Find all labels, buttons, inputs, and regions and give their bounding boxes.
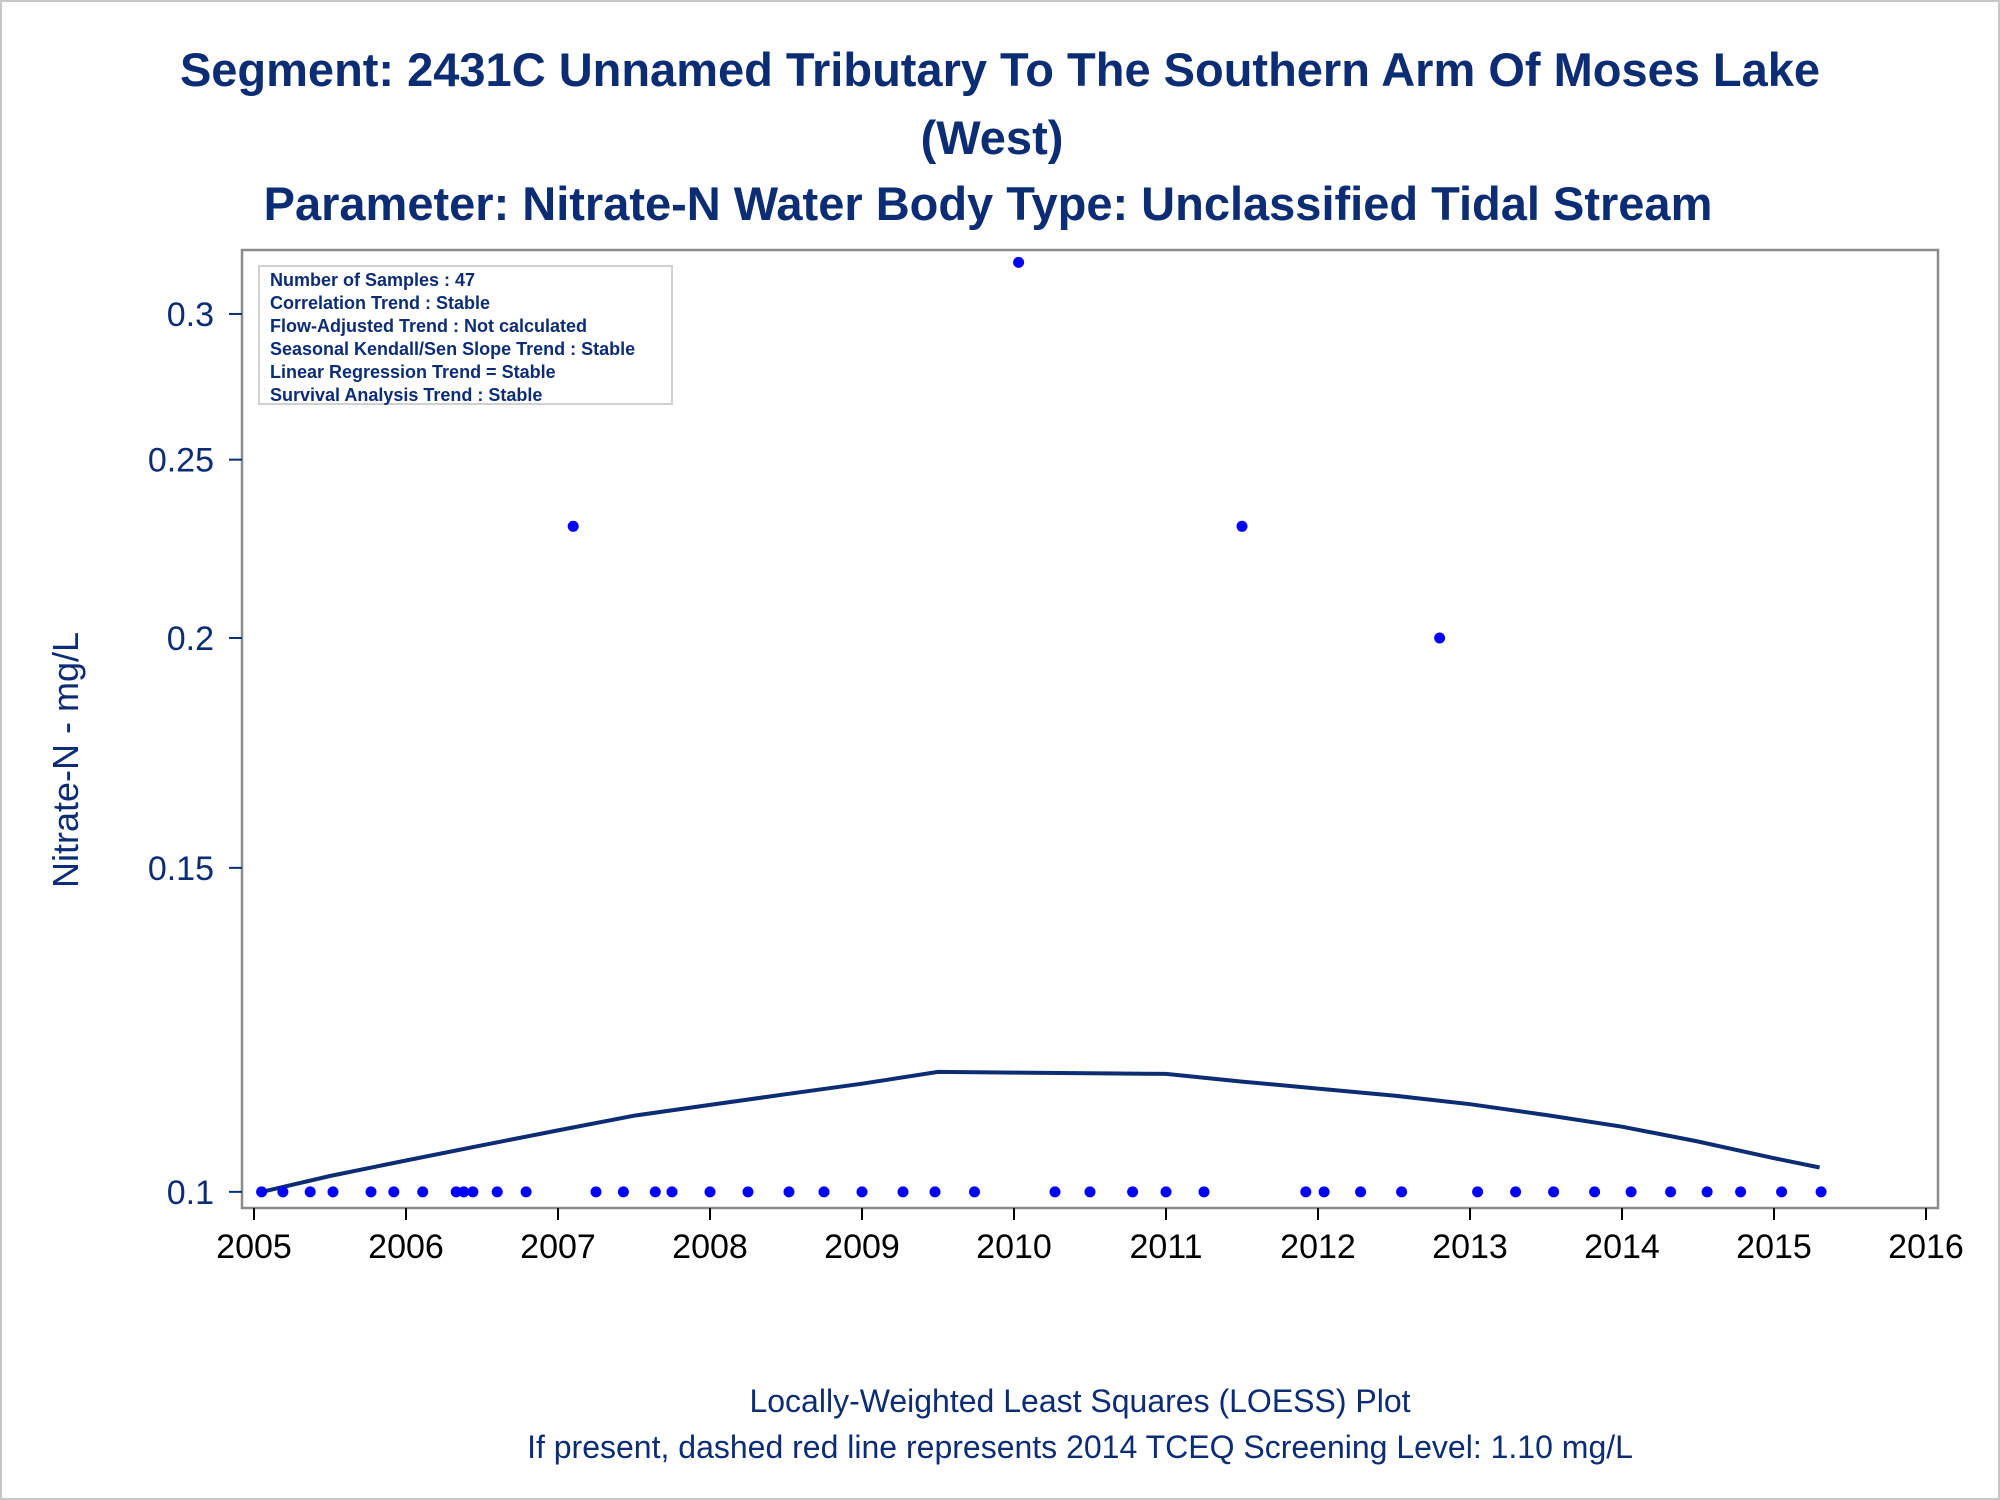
chart-title: Segment: 2431C Unnamed Tributary To The … [179,43,1821,96]
stat-seasonal-kendall-trend: Seasonal Kendall/Sen Slope Trend : Stabl… [270,339,636,359]
stat-survival-analysis-trend: Survival Analysis Trend : Stable [270,385,543,405]
x-tick-label: 2013 [1432,1228,1508,1266]
x-tick-label: 2007 [520,1228,596,1266]
data-point [417,1186,429,1198]
x-tick-label: 2011 [1129,1228,1202,1266]
y-tick-label: 0.15 [148,850,214,888]
chart-subtitle: Parameter: Nitrate-N Water Body Type: Un… [263,177,1713,230]
data-point [856,1186,868,1198]
data-point [567,520,579,532]
data-point [818,1186,830,1198]
data-point [1735,1186,1747,1198]
data-point [929,1186,941,1198]
data-point [277,1186,289,1198]
data-point [1318,1186,1330,1198]
x-tick-label: 2006 [368,1228,444,1266]
data-point [649,1186,661,1198]
x-tick-label: 2008 [672,1228,748,1266]
y-tick-label: 0.1 [167,1174,214,1212]
data-point [1396,1186,1408,1198]
data-point [1434,632,1446,644]
data-point [256,1186,268,1198]
data-point [897,1186,909,1198]
data-point [742,1186,754,1198]
data-point [467,1186,479,1198]
data-point [1198,1186,1210,1198]
data-point [327,1186,339,1198]
data-point [365,1186,377,1198]
data-point [704,1186,716,1198]
data-point [1472,1186,1484,1198]
data-point [1236,520,1248,532]
data-point [1589,1186,1601,1198]
data-point [1160,1186,1172,1198]
x-tick-label: 2005 [216,1228,292,1266]
data-point [1548,1186,1560,1198]
x-tick-label: 2014 [1584,1228,1660,1266]
data-point [969,1186,980,1198]
y-tick-label: 0.2 [167,620,214,658]
footnote-screening-level: If present, dashed red line represents 2… [527,1429,1633,1465]
data-point [1084,1186,1096,1198]
data-point [1355,1186,1367,1198]
y-tick-label: 0.3 [167,296,214,334]
data-point [520,1186,532,1198]
data-point [1665,1186,1677,1198]
x-tick-label: 2016 [1888,1228,1964,1266]
plot-area-frame [240,248,1940,1210]
loess-line [261,1069,1820,1194]
x-tick-label: 2012 [1280,1228,1356,1266]
data-point [1625,1186,1637,1198]
data-point [1127,1186,1139,1198]
data-point [1300,1186,1312,1198]
data-point [388,1186,400,1198]
stat-number-of-samples: Number of Samples : 47 [270,270,476,290]
x-tick-label: 2015 [1736,1228,1812,1266]
stat-linear-regression-trend: Linear Regression Trend = Stable [270,362,556,382]
data-point [590,1186,602,1198]
x-tick-label: 2009 [824,1228,900,1266]
data-point [450,1186,462,1198]
data-point [1776,1186,1788,1198]
stat-flow-adjusted-trend: Flow-Adjusted Trend : Not calculated [270,316,588,336]
data-point [666,1186,678,1198]
chart-title-line2: (West) [920,111,1064,164]
data-point [783,1186,795,1198]
data-point [458,1186,470,1198]
data-point [1510,1186,1522,1198]
data-point [1013,256,1025,268]
y-axis-label: Nitrate-N - mg/L [45,632,86,888]
data-point [1815,1186,1827,1198]
footnote-loess: Locally-Weighted Least Squares (LOESS) P… [749,1383,1411,1419]
stat-correlation-trend: Correlation Trend : Stable [270,293,491,313]
data-point [1049,1186,1061,1198]
data-point [617,1186,629,1198]
trend-stats-box: Number of Samples : 47 Correlation Trend… [258,265,673,405]
data-point [1701,1186,1713,1198]
data-point [304,1186,316,1198]
data-point [491,1186,503,1198]
y-tick-label: 0.25 [148,442,214,480]
x-tick-label: 2010 [976,1228,1052,1266]
